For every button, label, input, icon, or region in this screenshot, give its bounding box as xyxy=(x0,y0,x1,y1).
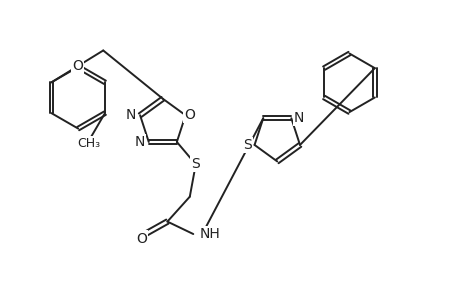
Text: S: S xyxy=(243,138,252,152)
Text: N: N xyxy=(293,111,303,125)
Text: O: O xyxy=(184,108,195,122)
Text: S: S xyxy=(191,157,200,171)
Text: CH₃: CH₃ xyxy=(77,136,100,149)
Text: N: N xyxy=(134,135,145,149)
Text: O: O xyxy=(136,232,146,245)
Text: O: O xyxy=(72,59,83,74)
Text: NH: NH xyxy=(199,227,219,241)
Text: N: N xyxy=(125,108,136,122)
